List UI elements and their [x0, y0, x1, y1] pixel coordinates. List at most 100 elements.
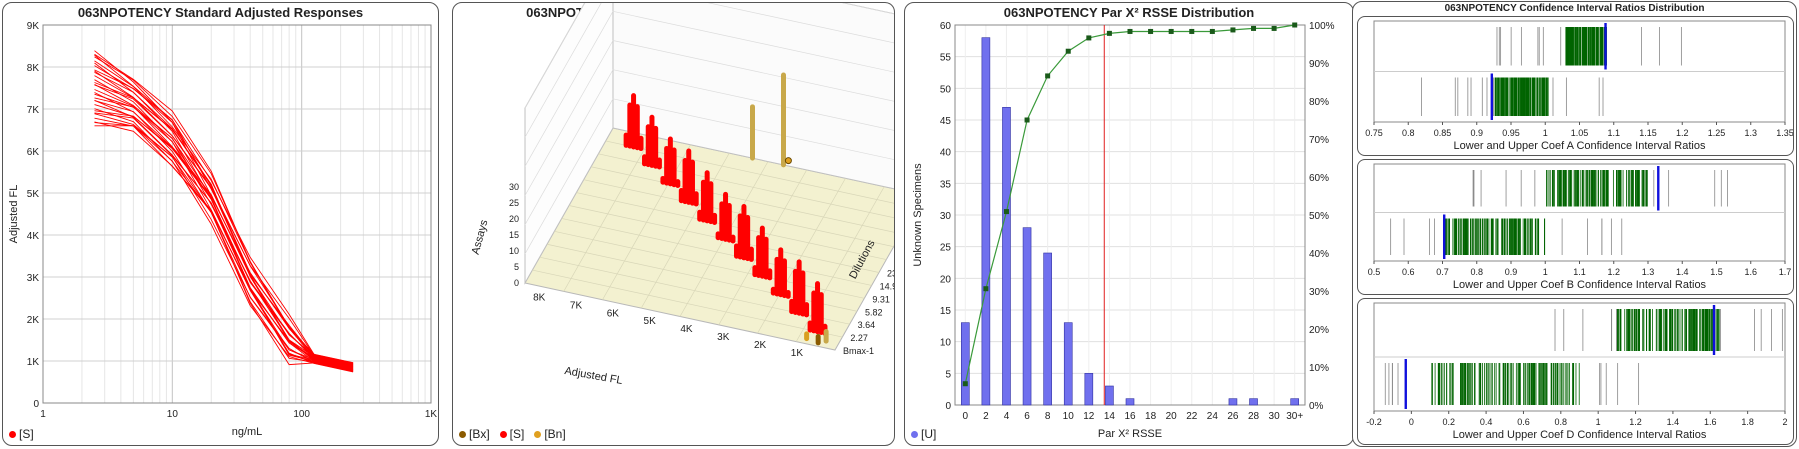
coef-b-subpanel: 0.5 0.6 0.7 0.8 0.9 1 1.1 1.2 1.3 1.4 1.5 1.6 1.7 Low…	[1357, 159, 1794, 295]
y-tick-label: 0	[945, 401, 951, 412]
x-tick-label: 14	[1104, 411, 1116, 422]
z-tick-label: 10	[509, 246, 519, 256]
x-tick-label: 0.7	[1436, 267, 1449, 277]
x-tick-label: 1.15	[1639, 128, 1657, 138]
x-tick-label: 0.9	[1470, 128, 1483, 138]
x-tick-label: 0	[1409, 417, 1414, 427]
y-tick-label: 2K	[27, 315, 40, 326]
x-tick-label: 30	[1269, 411, 1281, 422]
legend-label: [U]	[921, 427, 937, 441]
x-tick-label: 1.05	[1571, 128, 1589, 138]
grid-line	[757, 178, 846, 334]
y2-tick-label: 50%	[1309, 211, 1329, 222]
grid-line	[612, 69, 894, 131]
y-tick-label: 50	[940, 84, 952, 95]
y2-tick-label: 0%	[1309, 401, 1324, 412]
bar	[1105, 385, 1114, 406]
x-tick-label: 100	[293, 409, 310, 420]
x-tick-label: 8	[1045, 411, 1051, 422]
y-tick-label: 0	[33, 399, 39, 410]
rsse-distribution-panel: 063NPOTENCY Par X² RSSE Distribution 0 5 1…	[904, 2, 1354, 446]
x-tick-label: 1	[40, 409, 46, 420]
bar	[1228, 398, 1238, 406]
legend-label: [S]	[19, 427, 34, 441]
y-tick-label: 2.27	[850, 333, 868, 343]
y-tick-label: 7K	[27, 105, 40, 116]
x-tick-label: -0.2	[1366, 417, 1382, 427]
cumulative-marker	[1045, 73, 1051, 79]
cumulative-marker	[1003, 209, 1009, 215]
grid-line	[612, 10, 894, 73]
z-axis-label: Assays	[470, 218, 491, 256]
y-tick-label: 15	[940, 306, 952, 317]
grid-line	[524, 3, 586, 109]
grid-line	[563, 136, 653, 292]
x-tick-label: 5K	[644, 316, 657, 327]
x-tick-label: 1.4	[1676, 267, 1689, 277]
y-tick-label: 60	[940, 21, 952, 32]
z-tick-label: 20	[509, 214, 519, 224]
x-tick-label: 1.3	[1744, 128, 1757, 138]
x-tick-label: 1.2	[1676, 128, 1689, 138]
y-tick-label: 1K	[27, 357, 40, 368]
bar	[960, 322, 970, 406]
x-tick-label: 2	[983, 411, 989, 422]
grid-line	[640, 152, 730, 309]
x-tick-label: 0.6	[1517, 417, 1530, 427]
x-tick-label: 0.2	[1442, 417, 1455, 427]
y2-tick-label: 60%	[1309, 173, 1329, 184]
x-tick-label: 4	[1004, 411, 1010, 422]
x-axis-label: Lower and Upper Coef D Confidence Interv…	[1453, 429, 1707, 441]
bar	[1125, 398, 1135, 406]
response-distribution-panel: 063NPOTENCY Adjusted Response Distributi…	[452, 2, 895, 446]
grid-line	[524, 40, 614, 196]
y-axis-label: Unknown Specimens	[912, 163, 924, 267]
rsse-distribution-chart: 0510152025303540455055600%10%20%30%40%50…	[912, 21, 1335, 440]
x-tick-label: 20	[1166, 411, 1178, 422]
x-tick-label: 10	[167, 409, 179, 420]
coef-b-chart: 0.5 0.6 0.7 0.8 0.9 1 1.1 1.2 1.3 1.4 1.5 1.6 1.7 Low…	[1368, 163, 1791, 291]
grid-line	[524, 11, 614, 167]
x-tick-label: 1.2	[1607, 267, 1620, 277]
x-axis-label: Lower and Upper Coef A Confidence Interv…	[1454, 140, 1706, 152]
bar	[1022, 227, 1032, 406]
y-tick-label: 14.9	[880, 281, 895, 291]
legend-dot-icon	[459, 430, 466, 438]
y-tick-label: 40	[940, 148, 952, 159]
y-tick-label: 3K	[27, 273, 40, 284]
x-tick-label: 1K	[791, 348, 804, 359]
x-tick-label: 1.1	[1573, 267, 1586, 277]
series-line	[94, 54, 354, 364]
x-axis-label: ng/mL	[232, 426, 263, 438]
z-tick-label: 15	[509, 230, 519, 240]
cumulative-marker	[1168, 28, 1174, 34]
x-tick-label: 1.6	[1744, 267, 1757, 277]
x-tick-label: 0	[963, 411, 969, 422]
y-tick-label: 8K	[27, 63, 40, 74]
x-tick-label: 18	[1145, 411, 1157, 422]
x-tick-label: 24	[1207, 411, 1219, 422]
ci-ratios-panel: 063NPOTENCY Confidence Interval Ratios D…	[1352, 1, 1797, 447]
x-tick-label: 0.9	[1505, 267, 1518, 277]
grid-line	[612, 40, 894, 102]
x-tick-label: 0.8	[1402, 128, 1415, 138]
chart-title: 063NPOTENCY Confidence Interval Ratios D…	[1444, 3, 1705, 14]
chart-title: 063NPOTENCY Standard Adjusted Responses	[77, 5, 364, 20]
z-tick-label: 5	[514, 262, 519, 272]
y2-tick-label: 20%	[1309, 325, 1329, 336]
cumulative-marker	[1209, 28, 1215, 34]
bar	[1290, 398, 1300, 406]
x-tick-label: 0.85	[1434, 128, 1452, 138]
cumulative-marker	[1292, 22, 1298, 28]
series-line	[94, 79, 354, 368]
x-tick-label: 28	[1248, 411, 1260, 422]
cumulative-marker	[1148, 28, 1154, 34]
x-tick-label: 4K	[680, 324, 693, 335]
x-tick-label: 6	[1024, 411, 1030, 422]
cumulative-marker	[1251, 25, 1257, 31]
x-tick-label: 1.35	[1776, 128, 1794, 138]
bar	[1043, 252, 1052, 406]
y-tick-label: 25	[940, 243, 952, 254]
bar	[981, 37, 991, 406]
grid-line	[842, 3, 894, 15]
